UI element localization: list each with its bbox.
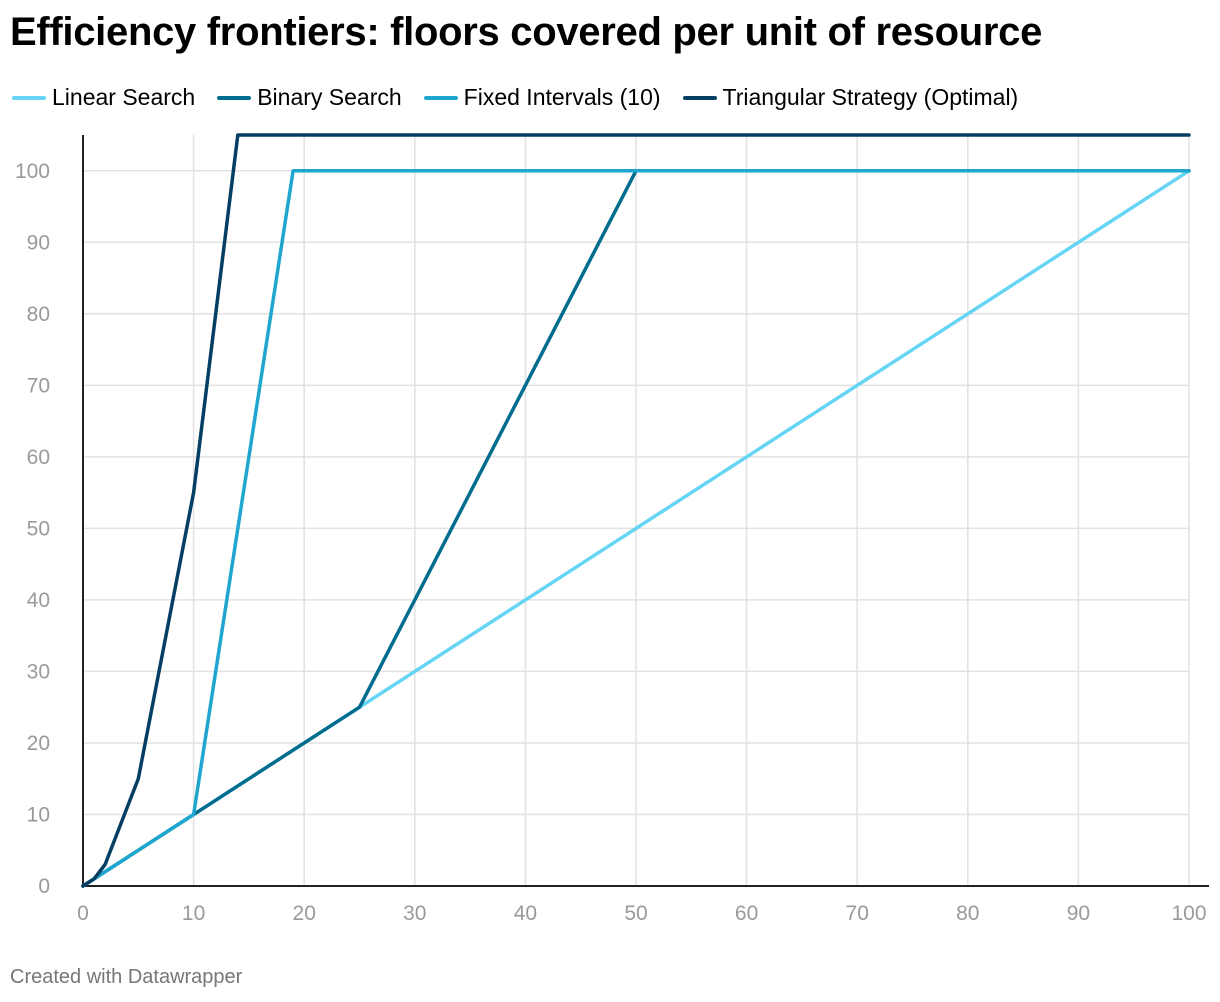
x-tick-label: 0 [77,902,89,925]
chart-title: Efficiency frontiers: floors covered per… [10,10,1043,54]
y-tick-label: 0 [38,875,50,898]
legend-item-triangular-strategy: Triangular Strategy (Optimal) [682,84,1019,111]
legend-item-binary-search: Binary Search [217,84,402,111]
y-tick-label: 70 [27,374,50,397]
x-tick-label: 90 [1067,902,1090,925]
legend-label-linear-search: Linear Search [52,84,196,110]
legend-swatch-linear-search [12,95,46,100]
x-tick-label: 100 [1171,902,1206,925]
x-tick-label: 20 [293,902,316,925]
y-tick-label: 60 [27,446,50,469]
x-tick-label: 60 [735,902,758,925]
series-line-triangular-strategy-optimal [81,133,1191,888]
legend-item-fixed-intervals: Fixed Intervals (10) [423,84,661,111]
x-tick-label: 10 [182,902,205,925]
legend-item-linear-search: Linear Search [12,84,195,111]
legend-swatch-binary-search [217,95,252,100]
x-tick-label: 30 [403,902,426,925]
x-tick-label: 50 [624,902,647,925]
y-tick-label: 90 [27,231,50,254]
x-tick-label: 80 [956,902,979,925]
y-tick-label: 40 [27,589,50,612]
legend: Linear Search Binary Search Fixed Interv… [12,84,1040,111]
legend-swatch-fixed-intervals [423,95,458,100]
x-tick-label: 40 [514,902,537,925]
y-tick-label: 100 [15,160,50,183]
series-line-fixed-intervals-10 [81,169,1191,888]
legend-label-binary-search: Binary Search [257,84,402,110]
legend-swatch-triangular-strategy [682,95,717,100]
legend-label-fixed-intervals: Fixed Intervals (10) [463,84,661,110]
footer-credit: Created with Datawrapper [10,966,243,988]
y-tick-label: 80 [27,303,50,326]
y-tick-label: 30 [27,660,50,683]
legend-label-triangular-strategy: Triangular Strategy (Optimal) [722,84,1019,110]
y-tick-label: 50 [27,517,50,540]
y-tick-label: 10 [27,803,50,826]
y-tick-label: 20 [27,732,50,755]
x-tick-label: 70 [846,902,869,925]
